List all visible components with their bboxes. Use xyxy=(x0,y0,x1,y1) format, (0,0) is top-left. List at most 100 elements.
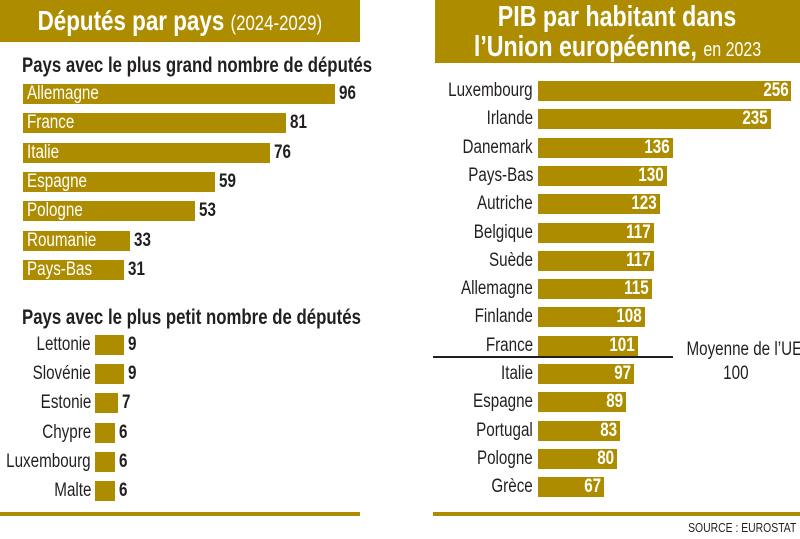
bar-label-text: France xyxy=(27,112,75,134)
bar xyxy=(538,109,771,130)
bar-label: Portugal xyxy=(462,419,533,441)
bar-label-text: Slovénie xyxy=(32,363,91,385)
value-label: 80 xyxy=(593,448,614,469)
bar xyxy=(95,481,115,501)
bar-label: France xyxy=(474,335,533,356)
bar-label: Pologne xyxy=(463,448,533,469)
value-label: 53 xyxy=(199,201,220,221)
value-label: 9 xyxy=(128,335,139,355)
eu-average-line xyxy=(433,356,673,358)
value-label-text: 81 xyxy=(290,112,308,134)
bar xyxy=(538,420,621,441)
bar-label-text: Espagne xyxy=(472,391,533,413)
bar xyxy=(538,477,605,498)
right-bottom-rule xyxy=(433,512,800,516)
bar xyxy=(538,364,635,384)
value-label: 6 xyxy=(118,450,130,472)
bar-label-text: Italie xyxy=(500,363,533,384)
right-title-line1: PIB par habitant dans xyxy=(498,1,737,33)
value-label: 97 xyxy=(610,364,631,384)
eu-average-label: Moyenne de l’UE xyxy=(686,339,800,360)
bar-label-text: Espagne xyxy=(27,170,88,192)
bar-label-text: Estonie xyxy=(40,392,91,414)
value-label: 67 xyxy=(580,477,601,497)
bar xyxy=(23,113,287,134)
value-label-text: 59 xyxy=(218,170,236,192)
bar-label-text: Chypre xyxy=(42,421,91,443)
value-label: 117 xyxy=(620,250,651,271)
bar-label: Allemagne xyxy=(27,84,117,104)
bar xyxy=(538,279,652,300)
value-label-text: 6 xyxy=(118,480,127,501)
bar-label-text: Pays-Bas xyxy=(467,164,533,186)
value-label: 117 xyxy=(620,221,651,243)
value-label: 89 xyxy=(602,392,623,412)
value-label-text: 97 xyxy=(614,363,632,384)
bar-label: Roumanie xyxy=(27,230,114,251)
value-label: 123 xyxy=(625,194,656,214)
bar-label-text: Lettonie xyxy=(36,334,91,355)
value-label-text: 6 xyxy=(118,450,127,472)
bar xyxy=(95,422,115,443)
bar xyxy=(538,165,667,186)
bar-label-text: Autriche xyxy=(477,193,533,215)
right-header: PIB par habitant dans l’Union européenne… xyxy=(435,0,800,63)
value-label: 101 xyxy=(603,334,635,356)
value-label: 7 xyxy=(122,393,133,413)
left-subtitle-top: Pays avec le plus grand nombre de député… xyxy=(22,54,373,77)
bar xyxy=(538,222,654,243)
value-label: 115 xyxy=(618,279,649,299)
bar-label-text: Finlande xyxy=(474,306,533,328)
left-bottom-rule xyxy=(0,512,360,516)
bar-label: Grèce xyxy=(481,477,533,497)
left-subtitle-bottom: Pays avec le plus petit nombre de député… xyxy=(22,306,361,329)
value-label-text: 76 xyxy=(274,141,291,163)
value-label-text: 235 xyxy=(742,108,768,130)
value-label: 96 xyxy=(339,84,360,104)
bar-label: Irlande xyxy=(475,109,533,129)
value-label-text: 136 xyxy=(644,136,670,158)
value-label: 59 xyxy=(218,170,240,192)
bar-label: Luxembourg xyxy=(427,81,534,101)
value-label: 130 xyxy=(632,165,663,186)
bar xyxy=(538,335,638,356)
bar-label-text: Luxembourg xyxy=(6,450,92,472)
eu-average-value: 100 xyxy=(723,363,749,384)
bar xyxy=(538,81,792,101)
bar-label: Autriche xyxy=(463,194,533,214)
value-label-text: 89 xyxy=(606,391,624,413)
bar-label-text: Danemark xyxy=(462,136,533,158)
bar-label: Suède xyxy=(478,250,533,271)
bar xyxy=(538,137,673,158)
bar xyxy=(95,364,125,385)
bar-label-text: Portugal xyxy=(476,419,533,441)
bar xyxy=(23,171,215,192)
bar-label-text: Allemagne xyxy=(27,83,99,104)
bar-label: Luxembourg xyxy=(0,450,92,472)
value-label-text: 108 xyxy=(616,306,642,328)
value-label: 31 xyxy=(127,258,149,280)
bar-label-text: Pologne xyxy=(27,200,83,222)
bar-label: Chypre xyxy=(30,421,91,443)
left-title: Députés par pays xyxy=(37,5,225,36)
bar-label: Espagne xyxy=(27,170,102,192)
bar-label-text: Allemagne xyxy=(461,278,533,300)
bar-label: Italie xyxy=(27,142,67,163)
value-label: 9 xyxy=(128,364,139,384)
value-label: 6 xyxy=(119,481,130,501)
bar xyxy=(538,194,660,215)
bar-label: Estonie xyxy=(28,393,91,413)
bar-label: Italie xyxy=(493,364,533,384)
bar xyxy=(23,259,124,280)
bar-label: Lettonie xyxy=(23,335,91,355)
left-header: Députés par pays (2024-2029) xyxy=(0,0,360,42)
value-label-text: 6 xyxy=(118,421,127,443)
value-label-text: 31 xyxy=(127,258,145,280)
bar-label-text: Belgique xyxy=(473,221,533,243)
value-label-text: 101 xyxy=(609,334,635,356)
value-label-text: 117 xyxy=(626,221,651,243)
value-label-text: 115 xyxy=(624,278,649,300)
right-title-line2: l’Union européenne, xyxy=(473,31,697,63)
bar xyxy=(23,201,196,222)
bar xyxy=(95,335,125,355)
